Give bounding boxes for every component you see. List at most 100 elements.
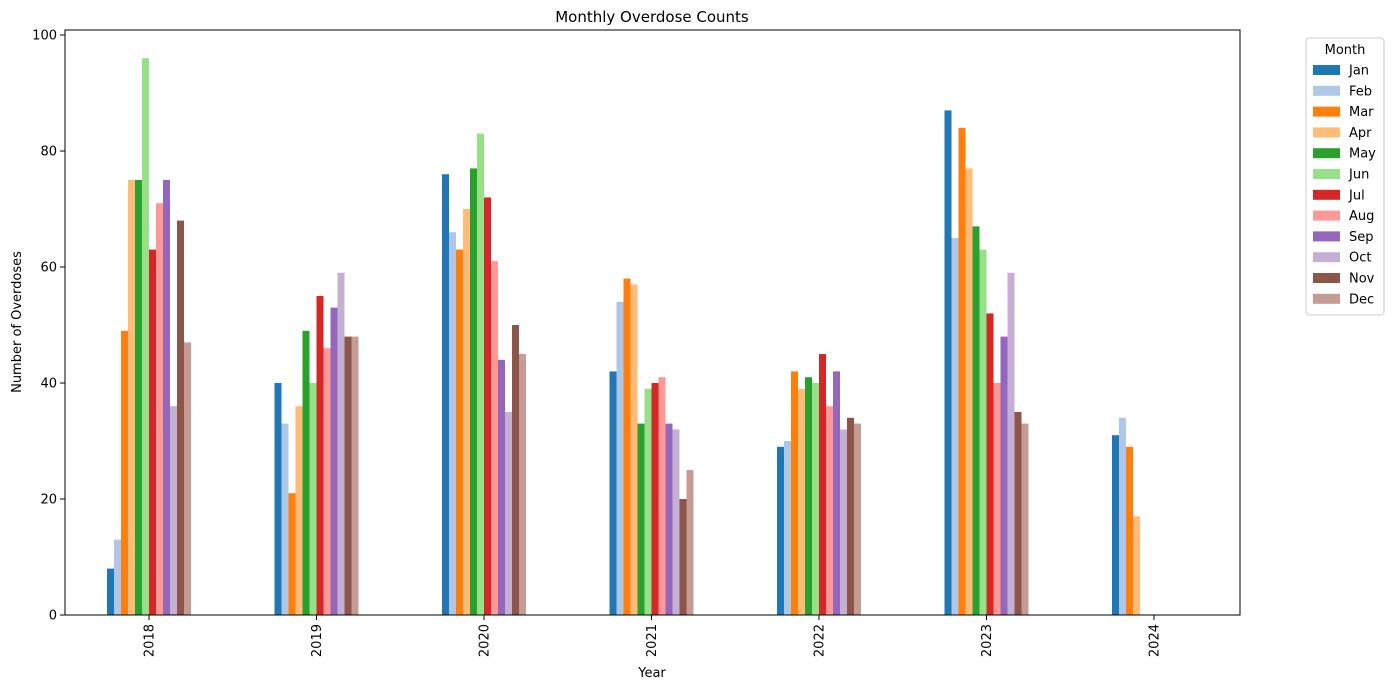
legend-label-nov: Nov	[1349, 272, 1375, 287]
legend-label-jul: Jul	[1348, 188, 1365, 203]
bar-2024-mar	[1126, 446, 1133, 615]
bar-2023-may	[972, 226, 980, 615]
legend-swatch-aug	[1313, 210, 1340, 221]
bar-2019-jan	[274, 383, 282, 615]
legend-swatch-nov	[1313, 273, 1340, 283]
y-tick-label: 80	[40, 145, 57, 160]
bar-2021-jan	[609, 371, 617, 615]
bar-2018-jul	[149, 249, 156, 615]
bar-2019-jun	[309, 383, 317, 615]
bar-2023-oct	[1007, 272, 1015, 615]
x-tick-label: 2023	[980, 624, 995, 657]
bar-2020-aug	[491, 261, 498, 615]
bar-2019-oct	[337, 272, 345, 615]
x-axis-label: Year	[637, 666, 666, 681]
bar-2021-dec	[686, 470, 694, 615]
bar-2022-dec	[854, 423, 861, 615]
bar-2022-nov	[847, 417, 854, 615]
legend-label-mar: Mar	[1349, 105, 1374, 120]
bar-2022-mar	[791, 371, 798, 615]
bar-2024-feb	[1119, 417, 1126, 615]
legend-swatch-oct	[1313, 252, 1340, 263]
x-tick-label: 2024	[1148, 624, 1163, 657]
bar-2020-oct	[505, 412, 512, 615]
bar-2019-jul	[316, 296, 324, 615]
y-tick-label: 20	[40, 493, 57, 508]
y-tick-label: 0	[49, 609, 57, 624]
x-tick-label: 2020	[478, 624, 493, 657]
legend-items: Jan Feb Mar Apr May Jun Jul Aug Sep Oct Nov Dec	[1313, 64, 1376, 307]
legend-label-feb: Feb	[1349, 84, 1372, 99]
bar-2020-dec	[519, 354, 526, 615]
legend-swatch-jul	[1313, 189, 1340, 200]
bar-2022-jun	[812, 383, 819, 615]
legend-title: Month	[1325, 43, 1366, 58]
bar-2020-jan	[442, 174, 449, 615]
legend-label-dec: Dec	[1349, 292, 1374, 307]
bar-2023-dec	[1021, 423, 1029, 615]
bar-2021-sep	[665, 423, 673, 615]
bar-2019-apr	[295, 406, 303, 615]
chart-title: Monthly Overdose Counts	[555, 8, 749, 26]
bar-2022-jul	[819, 354, 826, 615]
legend-swatch-jun	[1313, 169, 1340, 179]
bar-2020-jul	[484, 197, 491, 615]
x-tick-label: 2021	[645, 624, 660, 657]
bar-2021-apr	[630, 284, 638, 615]
x-tick-label: 2019	[310, 624, 325, 657]
x-tick-label: 2022	[813, 624, 828, 657]
bar-2022-jan	[777, 446, 784, 615]
legend-swatch-may	[1313, 148, 1340, 159]
legend-label-aug: Aug	[1349, 209, 1374, 224]
bar-2020-feb	[449, 232, 456, 615]
legend-swatch-apr	[1313, 127, 1340, 138]
bar-2022-apr	[798, 388, 805, 615]
bar-2021-oct	[672, 429, 680, 615]
bar-2024-apr	[1133, 516, 1140, 615]
bar-2022-aug	[826, 406, 833, 615]
bar-2023-mar	[958, 127, 966, 616]
legend-label-jan: Jan	[1348, 64, 1369, 79]
bar-2020-mar	[456, 249, 463, 615]
bar-2018-mar	[121, 330, 128, 615]
legend-swatch-dec	[1313, 293, 1340, 304]
legend-swatch-feb	[1313, 85, 1340, 96]
bar-2018-may	[135, 180, 142, 615]
bar-2020-may	[470, 168, 477, 615]
bar-2021-feb	[616, 301, 624, 615]
bar-2019-mar	[288, 493, 296, 615]
bar-2020-nov	[512, 325, 519, 615]
legend-swatch-sep	[1313, 231, 1340, 242]
bar-2021-jul	[651, 383, 659, 615]
legend: Month Jan Feb Mar Apr May Jun Jul Aug Sep Oct Nov D…	[1305, 37, 1385, 316]
bar-2022-feb	[784, 441, 791, 615]
legend-label-apr: Apr	[1349, 126, 1372, 141]
x-tick-label: 2018	[143, 624, 158, 657]
bar-2020-jun	[477, 133, 484, 615]
bar-2019-feb	[281, 423, 289, 615]
legend-swatch-jan	[1313, 65, 1340, 75]
bar-2018-jan	[107, 568, 114, 615]
bar-2021-jun	[644, 388, 652, 615]
legend-label-jun: Jun	[1348, 168, 1369, 183]
bar-2019-sep	[330, 307, 338, 615]
bar-2020-sep	[498, 359, 505, 615]
bar-2021-may	[637, 423, 645, 615]
bar-2024-jan	[1112, 435, 1119, 615]
bar-2018-nov	[177, 220, 184, 615]
legend-swatch-mar	[1313, 106, 1340, 117]
x-axis: 2018 2019 2020 2021 2022 2023 2024	[143, 615, 1163, 657]
legend-label-may: May	[1349, 147, 1376, 162]
bar-2018-dec	[184, 342, 191, 615]
bar-2022-may	[805, 377, 812, 615]
bar-2018-apr	[128, 180, 135, 615]
bars-group	[107, 58, 1140, 616]
bar-2023-sep	[1000, 336, 1008, 615]
bar-2023-jun	[979, 249, 987, 615]
y-tick-label: 40	[40, 377, 57, 392]
bar-2021-nov	[679, 499, 687, 615]
y-axis-label: Number of Overdoses	[10, 251, 25, 393]
y-axis: 0 20 40 60 80 100	[32, 29, 65, 624]
bar-2023-nov	[1014, 412, 1022, 615]
